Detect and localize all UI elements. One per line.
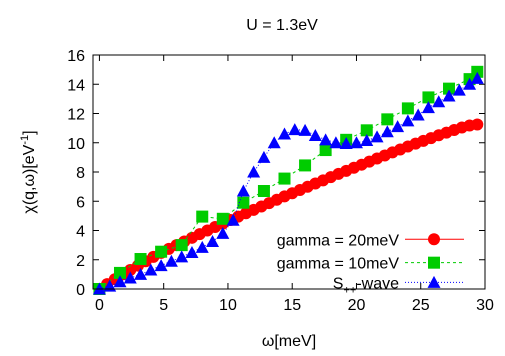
data-point: [471, 118, 484, 131]
y-tick-label: 14: [67, 77, 85, 94]
series-1: [93, 118, 484, 295]
data-point: [329, 136, 343, 149]
data-point: [319, 133, 333, 146]
data-point: [421, 101, 435, 114]
chart-title: U = 1.3eV: [246, 17, 318, 34]
y-axis-label-base: χ(q,ω)[eV: [21, 144, 38, 213]
data-point: [247, 165, 261, 178]
data-point: [339, 136, 353, 149]
data-point: [113, 275, 127, 288]
plot-frame: [92, 54, 486, 290]
data-point: [401, 114, 415, 127]
legend-label-subscript: ++: [343, 284, 356, 296]
data-point: [401, 102, 414, 115]
x-tick-label: 20: [348, 297, 366, 314]
data-point: [319, 144, 332, 157]
data-point: [144, 263, 158, 276]
legend-label-part: S: [333, 275, 344, 292]
data-point: [360, 134, 374, 147]
data-point: [226, 213, 240, 226]
series-3: [92, 71, 484, 295]
data-point: [349, 136, 363, 149]
y-tick-label: 6: [76, 194, 85, 211]
data-point: [216, 212, 229, 225]
data-point: [432, 95, 446, 108]
legend-marker: [428, 256, 440, 269]
data-point: [452, 83, 466, 96]
data-point: [381, 113, 394, 126]
y-tick-label: 0: [76, 282, 85, 299]
data-point: [134, 267, 148, 280]
y-tick-label: 8: [76, 165, 85, 182]
x-tick-label: 5: [159, 297, 168, 314]
y-tick-label: 2: [76, 253, 85, 270]
data-point: [411, 108, 425, 121]
data-point: [443, 82, 456, 95]
data-point: [391, 120, 405, 133]
x-tick-label: 25: [412, 297, 430, 314]
x-tick-label: 10: [219, 297, 237, 314]
data-point: [175, 239, 188, 252]
data-point: [123, 271, 137, 284]
data-point: [196, 210, 209, 223]
legend-marker: [428, 233, 440, 246]
x-tick-label: 15: [283, 297, 301, 314]
data-point: [308, 128, 322, 141]
data-point: [288, 123, 302, 136]
data-point: [257, 150, 271, 163]
data-point: [370, 130, 384, 143]
y-axis-label-end: ]: [21, 130, 38, 134]
legend: gamma = 20meV gamma = 10meV S++-wave: [277, 232, 464, 296]
data-point: [185, 245, 199, 258]
legend-label-part: -wave: [356, 275, 399, 292]
data-point: [154, 259, 168, 272]
y-tick-label: 10: [67, 136, 85, 153]
x-axis-label: ω[meV]: [262, 333, 316, 350]
data-point: [206, 234, 220, 247]
y-tick-label: 4: [76, 224, 85, 241]
data-point: [422, 91, 435, 104]
legend-marker: [427, 275, 441, 288]
data-point: [470, 71, 484, 84]
data-point: [257, 185, 270, 198]
data-point: [236, 184, 250, 197]
data-point: [298, 123, 312, 136]
data-point: [299, 159, 312, 172]
data-point: [134, 253, 147, 266]
data-point: [471, 65, 484, 78]
data-point: [195, 240, 209, 253]
data-point: [278, 127, 292, 140]
legend-label: gamma = 10meV: [277, 256, 400, 273]
data-point: [164, 254, 178, 267]
data-point: [155, 245, 168, 258]
data-point: [267, 136, 281, 149]
data-point: [463, 77, 477, 90]
data-point: [360, 124, 373, 137]
legend-entry: gamma = 10meV: [277, 256, 464, 273]
x-tick-label: 0: [95, 297, 104, 314]
y-tick-label: 16: [67, 48, 85, 65]
data-point: [216, 226, 230, 239]
y-axis-label: χ(q,ω)[eV-1]: [19, 130, 38, 213]
data-point: [113, 266, 126, 279]
data-point: [380, 125, 394, 138]
series-layer: [92, 65, 484, 295]
tick-group: 0 5 10 15 20 25 30 0 2 4 6 8 10 12 14 16: [67, 48, 494, 314]
x-tick-label: 30: [476, 297, 494, 314]
data-point: [442, 89, 456, 102]
legend-entry: S++-wave: [333, 275, 464, 296]
legend-label: gamma = 20meV: [277, 232, 400, 249]
y-tick-label: 12: [67, 107, 85, 124]
y-axis-label-superscript: -1: [19, 135, 31, 145]
legend-entry: gamma = 20meV: [277, 232, 464, 249]
data-point: [278, 172, 291, 185]
legend-label: S++-wave: [333, 275, 399, 296]
data-point: [175, 250, 189, 263]
